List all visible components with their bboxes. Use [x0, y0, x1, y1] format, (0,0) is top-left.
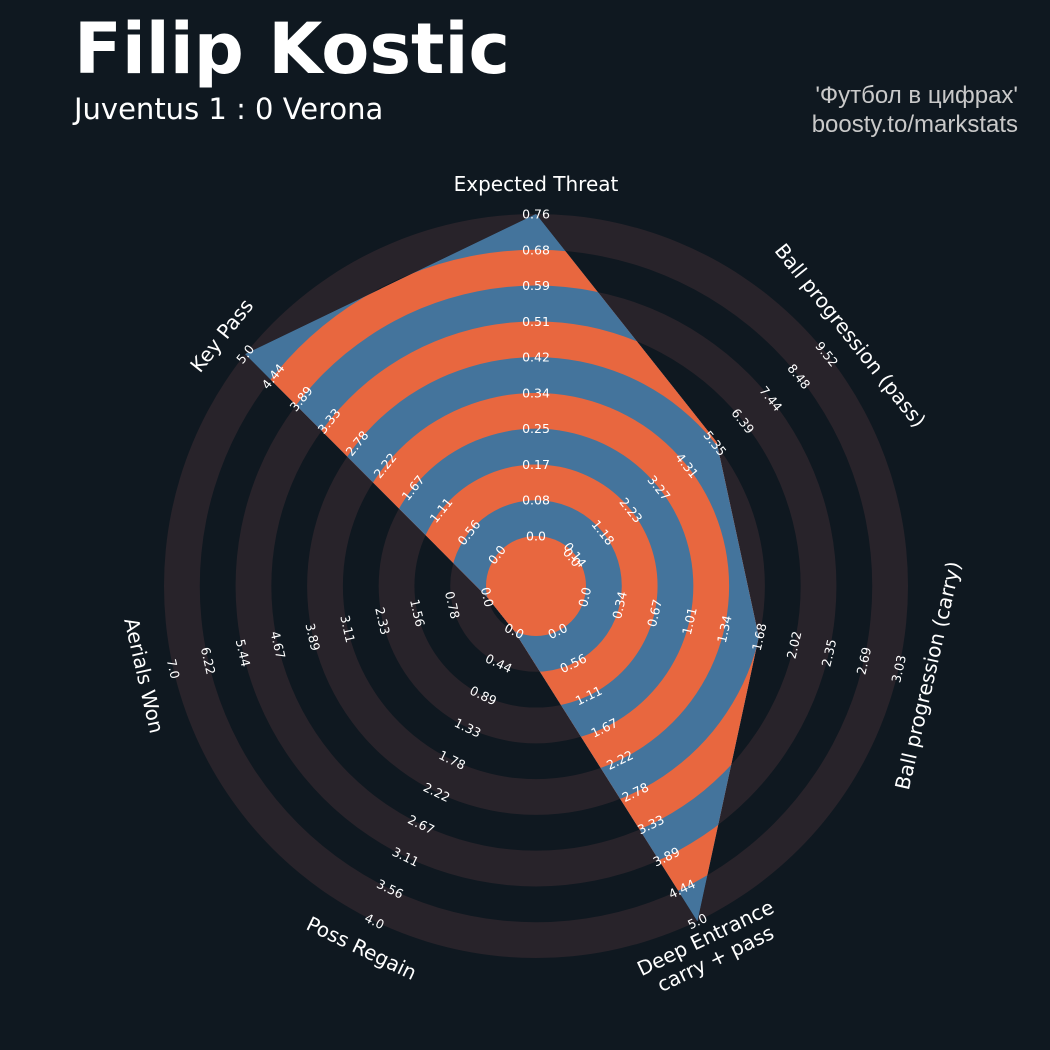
param-label-group: Aerials Won — [119, 616, 169, 736]
param-label-group: Expected Threat — [454, 172, 619, 196]
tick-label: 0.78 — [442, 590, 463, 621]
tick-label: 0.67 — [644, 598, 665, 628]
tick-label: 1.68 — [749, 622, 770, 653]
tick-label: 2.35 — [818, 638, 839, 668]
tick-label: 1.01 — [679, 606, 700, 636]
player-name-title: Filip Kostic — [74, 8, 510, 90]
match-subtitle: Juventus 1 : 0 Verona — [74, 92, 384, 126]
tick-label: 0.0 — [575, 586, 594, 609]
tick-label: 0.51 — [522, 314, 550, 329]
tick-label: 0.17 — [522, 457, 550, 472]
tick-label: 0.34 — [522, 385, 550, 400]
tick-label: 0.68 — [522, 242, 550, 257]
param-label: Expected Threat — [454, 172, 619, 196]
credit-block: 'Футбол в цифрах' boosty.to/markstats — [812, 82, 1018, 140]
tick-label: 6.22 — [198, 646, 219, 676]
tick-label: 0.0 — [478, 586, 497, 609]
tick-label: 0.08 — [522, 493, 550, 508]
tick-label: 3.89 — [302, 622, 323, 653]
tick-label: 0.42 — [522, 350, 550, 365]
param-label: Aerials Won — [119, 616, 169, 736]
credit-line-1: 'Футбол в цифрах' — [815, 82, 1018, 109]
tick-label: 0.0 — [526, 529, 546, 544]
tick-label: 0.76 — [522, 207, 550, 222]
tick-label: 2.69 — [853, 646, 874, 677]
tick-label: 3.03 — [888, 654, 909, 684]
tick-label: 2.33 — [372, 606, 393, 636]
tick-label: 3.11 — [337, 614, 358, 644]
tick-label: 2.02 — [784, 630, 805, 660]
tick-label: 0.59 — [522, 278, 550, 293]
tick-label: 5.44 — [233, 638, 254, 669]
ring-fill-center — [486, 536, 586, 636]
tick-label: 0.25 — [522, 421, 550, 436]
tick-label: 7.0 — [164, 657, 183, 680]
tick-label: 0.34 — [609, 590, 630, 621]
credit-line-2: boosty.to/markstats — [811, 110, 1018, 138]
tick-label: 1.34 — [714, 614, 735, 645]
tick-label: 4.67 — [268, 630, 289, 660]
tick-label: 1.56 — [407, 598, 428, 629]
